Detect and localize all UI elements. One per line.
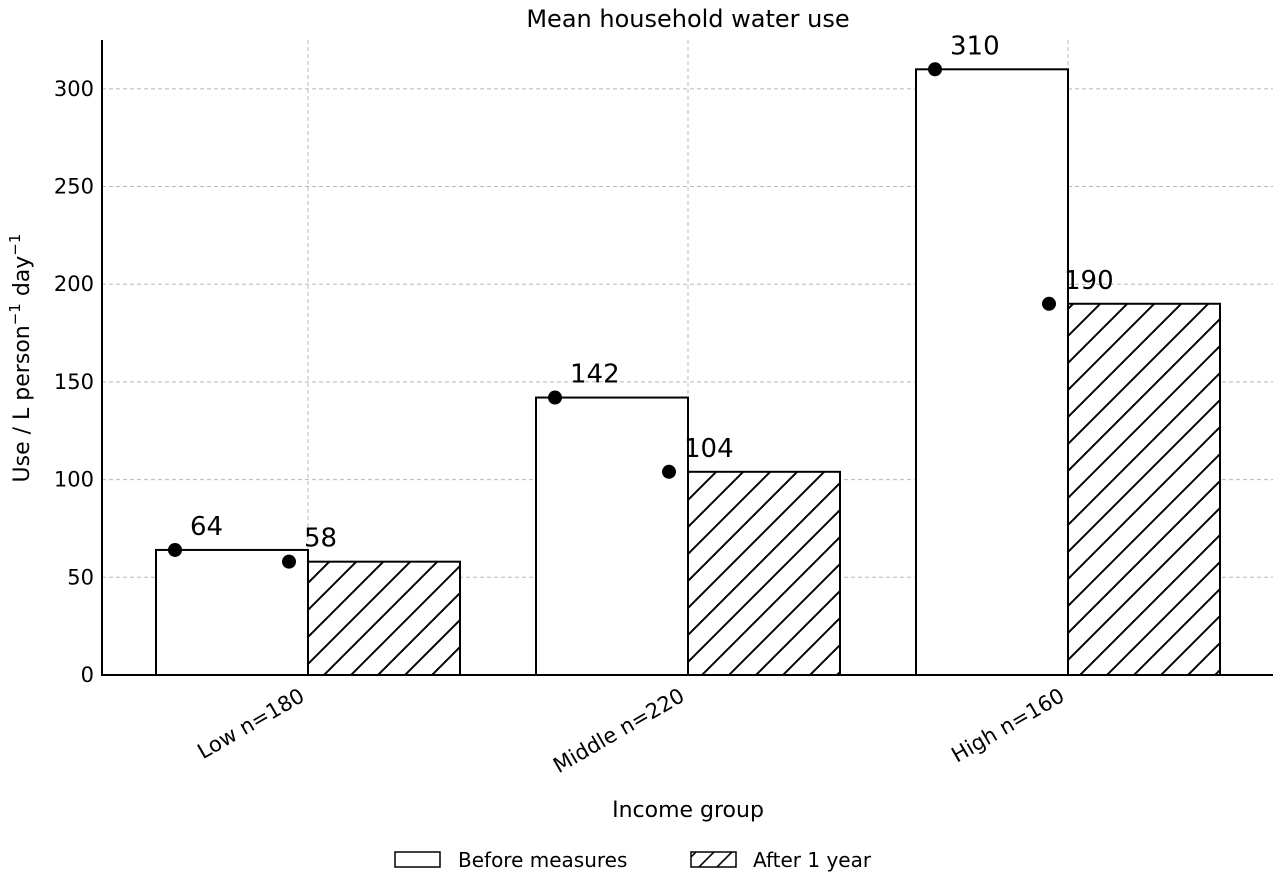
marker-after-1 [662,464,676,479]
data-labels: 64 142 310 58 104 190 [190,31,1114,553]
x-tick-label-2: High n=160 [947,684,1068,768]
y-tick-label-4: 200 [54,272,94,296]
value-label-before-1: 142 [570,360,620,390]
marker-after-0 [282,554,296,569]
y-axis-label: Use / L person−1 day−1 [6,234,35,483]
y-axis-label-main: Use / L person [10,325,35,482]
axes [101,40,1273,676]
y-axis-label-exp-2: −1 [6,234,24,256]
marker-before-0 [168,542,182,557]
marker-before-1 [548,390,562,405]
y-axis-label-unit: day [10,256,35,303]
bar-before-1 [535,396,689,676]
value-label-after-1: 104 [684,434,734,464]
bar-after-0 [307,560,461,677]
legend: Before measures After 1 year [394,848,872,872]
value-label-before-2: 310 [950,31,1000,61]
bar-after-2 [1067,302,1221,676]
x-tick-label-1: Middle n=220 [549,684,688,778]
x-tick-label-0: Low n=180 [193,684,308,764]
y-ticks: 0 50 100 150 200 250 300 [54,77,94,687]
value-label-after-0: 58 [304,524,337,554]
y-axis-label-exp-1: −1 [6,303,24,325]
y-tick-label-6: 300 [54,77,94,101]
marker-before-2 [928,62,942,77]
value-label-before-0: 64 [190,512,223,542]
y-tick-label-2: 100 [54,468,94,492]
bars [155,62,1221,677]
value-label-after-2: 190 [1064,266,1114,296]
y-tick-label-0: 0 [81,663,94,687]
legend-label-after: After 1 year [753,848,872,872]
legend-label-before: Before measures [458,848,627,872]
legend-swatch-after [690,851,737,868]
marker-after-2 [1042,296,1056,311]
y-tick-label-5: 250 [54,175,94,199]
y-tick-label-1: 50 [67,565,94,589]
x-axis-label: Income group [612,798,764,823]
x-ticks: Low n=180 Middle n=220 High n=160 [193,684,1068,778]
chart-title: Mean household water use [526,5,849,33]
legend-swatch-before [394,851,441,868]
y-tick-label-3: 150 [54,370,94,394]
bar-before-2 [915,68,1069,677]
bar-before-0 [155,548,309,677]
bar-after-1 [687,470,841,676]
